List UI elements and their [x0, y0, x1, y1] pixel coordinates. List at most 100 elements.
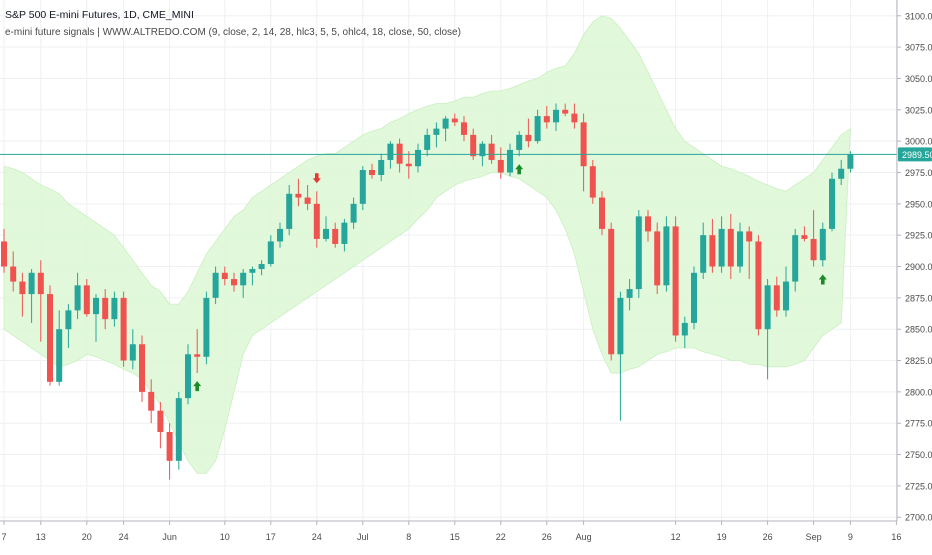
candle-body: [479, 143, 486, 157]
candle-up: [829, 172, 835, 232]
candle-body: [783, 281, 789, 311]
candle-body: [645, 216, 651, 232]
indicator-title[interactable]: e-mini future signals | WWW.ALTREDO.COM …: [5, 27, 461, 38]
candle-body: [553, 109, 559, 123]
candle-body: [111, 297, 118, 320]
candle-down: [608, 222, 615, 361]
candle-body: [19, 281, 26, 295]
candle-body: [249, 269, 256, 273]
candle-body: [626, 289, 633, 298]
current-price-badge: 2989.50: [898, 147, 932, 162]
candle-body: [589, 166, 596, 198]
candle-up: [185, 344, 191, 405]
candle-body: [691, 272, 697, 323]
y-tick-label: 2725.00: [905, 481, 932, 491]
candle-body: [672, 226, 679, 336]
candle-body: [323, 228, 329, 239]
candle-down: [37, 260, 44, 342]
candle-body: [28, 272, 35, 295]
candle-body: [442, 118, 449, 129]
candle-down: [727, 213, 734, 280]
candle-body: [718, 228, 725, 267]
candle-body: [461, 122, 467, 135]
candle-up: [424, 128, 431, 157]
candle-down: [497, 147, 504, 179]
candle-body: [231, 279, 237, 286]
candle-up: [175, 391, 182, 470]
x-tick-label: 9: [848, 532, 853, 542]
candle-down: [304, 185, 311, 211]
candle-body: [175, 398, 182, 461]
candle-body: [571, 113, 578, 123]
candle-up: [359, 166, 366, 211]
candle-body: [709, 235, 716, 267]
x-tick-label: Aug: [576, 532, 592, 542]
candle-body: [10, 266, 17, 282]
candle-down: [672, 216, 679, 342]
candle-down: [139, 335, 145, 402]
candle-body: [139, 344, 145, 392]
candle-body: [157, 410, 164, 432]
candle-down: [231, 272, 237, 292]
candle-up: [819, 222, 826, 267]
candle-body: [801, 235, 808, 239]
candle-body: [120, 297, 127, 361]
y-tick-label: 2775.00: [905, 419, 932, 429]
candle-body: [369, 169, 375, 175]
candle-down: [120, 291, 127, 367]
candle-body: [203, 297, 210, 357]
candle-up: [28, 269, 35, 323]
candle-body: [727, 228, 734, 267]
candle-body: [350, 203, 357, 223]
candle-body: [148, 391, 155, 411]
candle-body: [654, 231, 661, 286]
candle-body: [65, 310, 72, 330]
candle-body: [562, 109, 569, 114]
buy-arrow-icon: [193, 381, 202, 392]
x-tick-label: 17: [266, 532, 276, 542]
x-tick-label: 26: [763, 532, 773, 542]
candle-body: [1, 241, 7, 267]
candle-body: [424, 134, 431, 150]
y-tick-label: 2825.00: [905, 356, 932, 366]
candle-down: [755, 235, 762, 336]
y-tick-label: 3050.00: [905, 74, 932, 84]
candle-body: [580, 122, 587, 167]
candle-body: [451, 118, 458, 123]
candle-body: [240, 272, 247, 286]
y-tick-label: 2800.00: [905, 387, 932, 397]
candle-up: [553, 103, 559, 132]
candle-up: [212, 266, 219, 305]
candle-down: [810, 210, 817, 267]
candle-down: [10, 251, 17, 292]
y-tick-label: 3100.00: [905, 11, 932, 21]
candle-up: [783, 266, 789, 317]
candle-up: [415, 143, 421, 173]
candle-down: [461, 116, 467, 142]
x-tick-label: 7: [1, 532, 6, 542]
candle-down: [801, 226, 808, 242]
candle-body: [608, 228, 615, 355]
x-tick-label: 19: [717, 532, 727, 542]
candle-down: [47, 285, 53, 386]
candle-body: [185, 354, 191, 399]
candle-down: [295, 178, 302, 207]
candle-down: [157, 401, 164, 449]
candle-up: [838, 159, 845, 186]
y-axis[interactable]: 3100.00 3075.00 3050.00 3025.00 3000.00 2975.…: [897, 11, 932, 523]
candle-body: [341, 222, 348, 244]
candle-down: [166, 423, 173, 480]
candle-body: [599, 197, 605, 229]
y-tick-label: 3025.00: [905, 105, 932, 115]
candle-body: [359, 169, 366, 204]
candle-body: [37, 272, 44, 295]
x-axis[interactable]: 7 13 20 24 Jun 10 17 24 Jul 8 15 22 26 Aug 12 19 26 Sep 9 1…: [1, 521, 901, 542]
candle-body: [295, 193, 302, 198]
candle-body: [166, 431, 173, 461]
symbol-title[interactable]: S&P 500 E-mini Futures, 1D, CME_MINI: [5, 9, 194, 21]
candle-up: [691, 266, 697, 330]
candle-down: [525, 118, 532, 148]
candle-down: [562, 103, 569, 117]
